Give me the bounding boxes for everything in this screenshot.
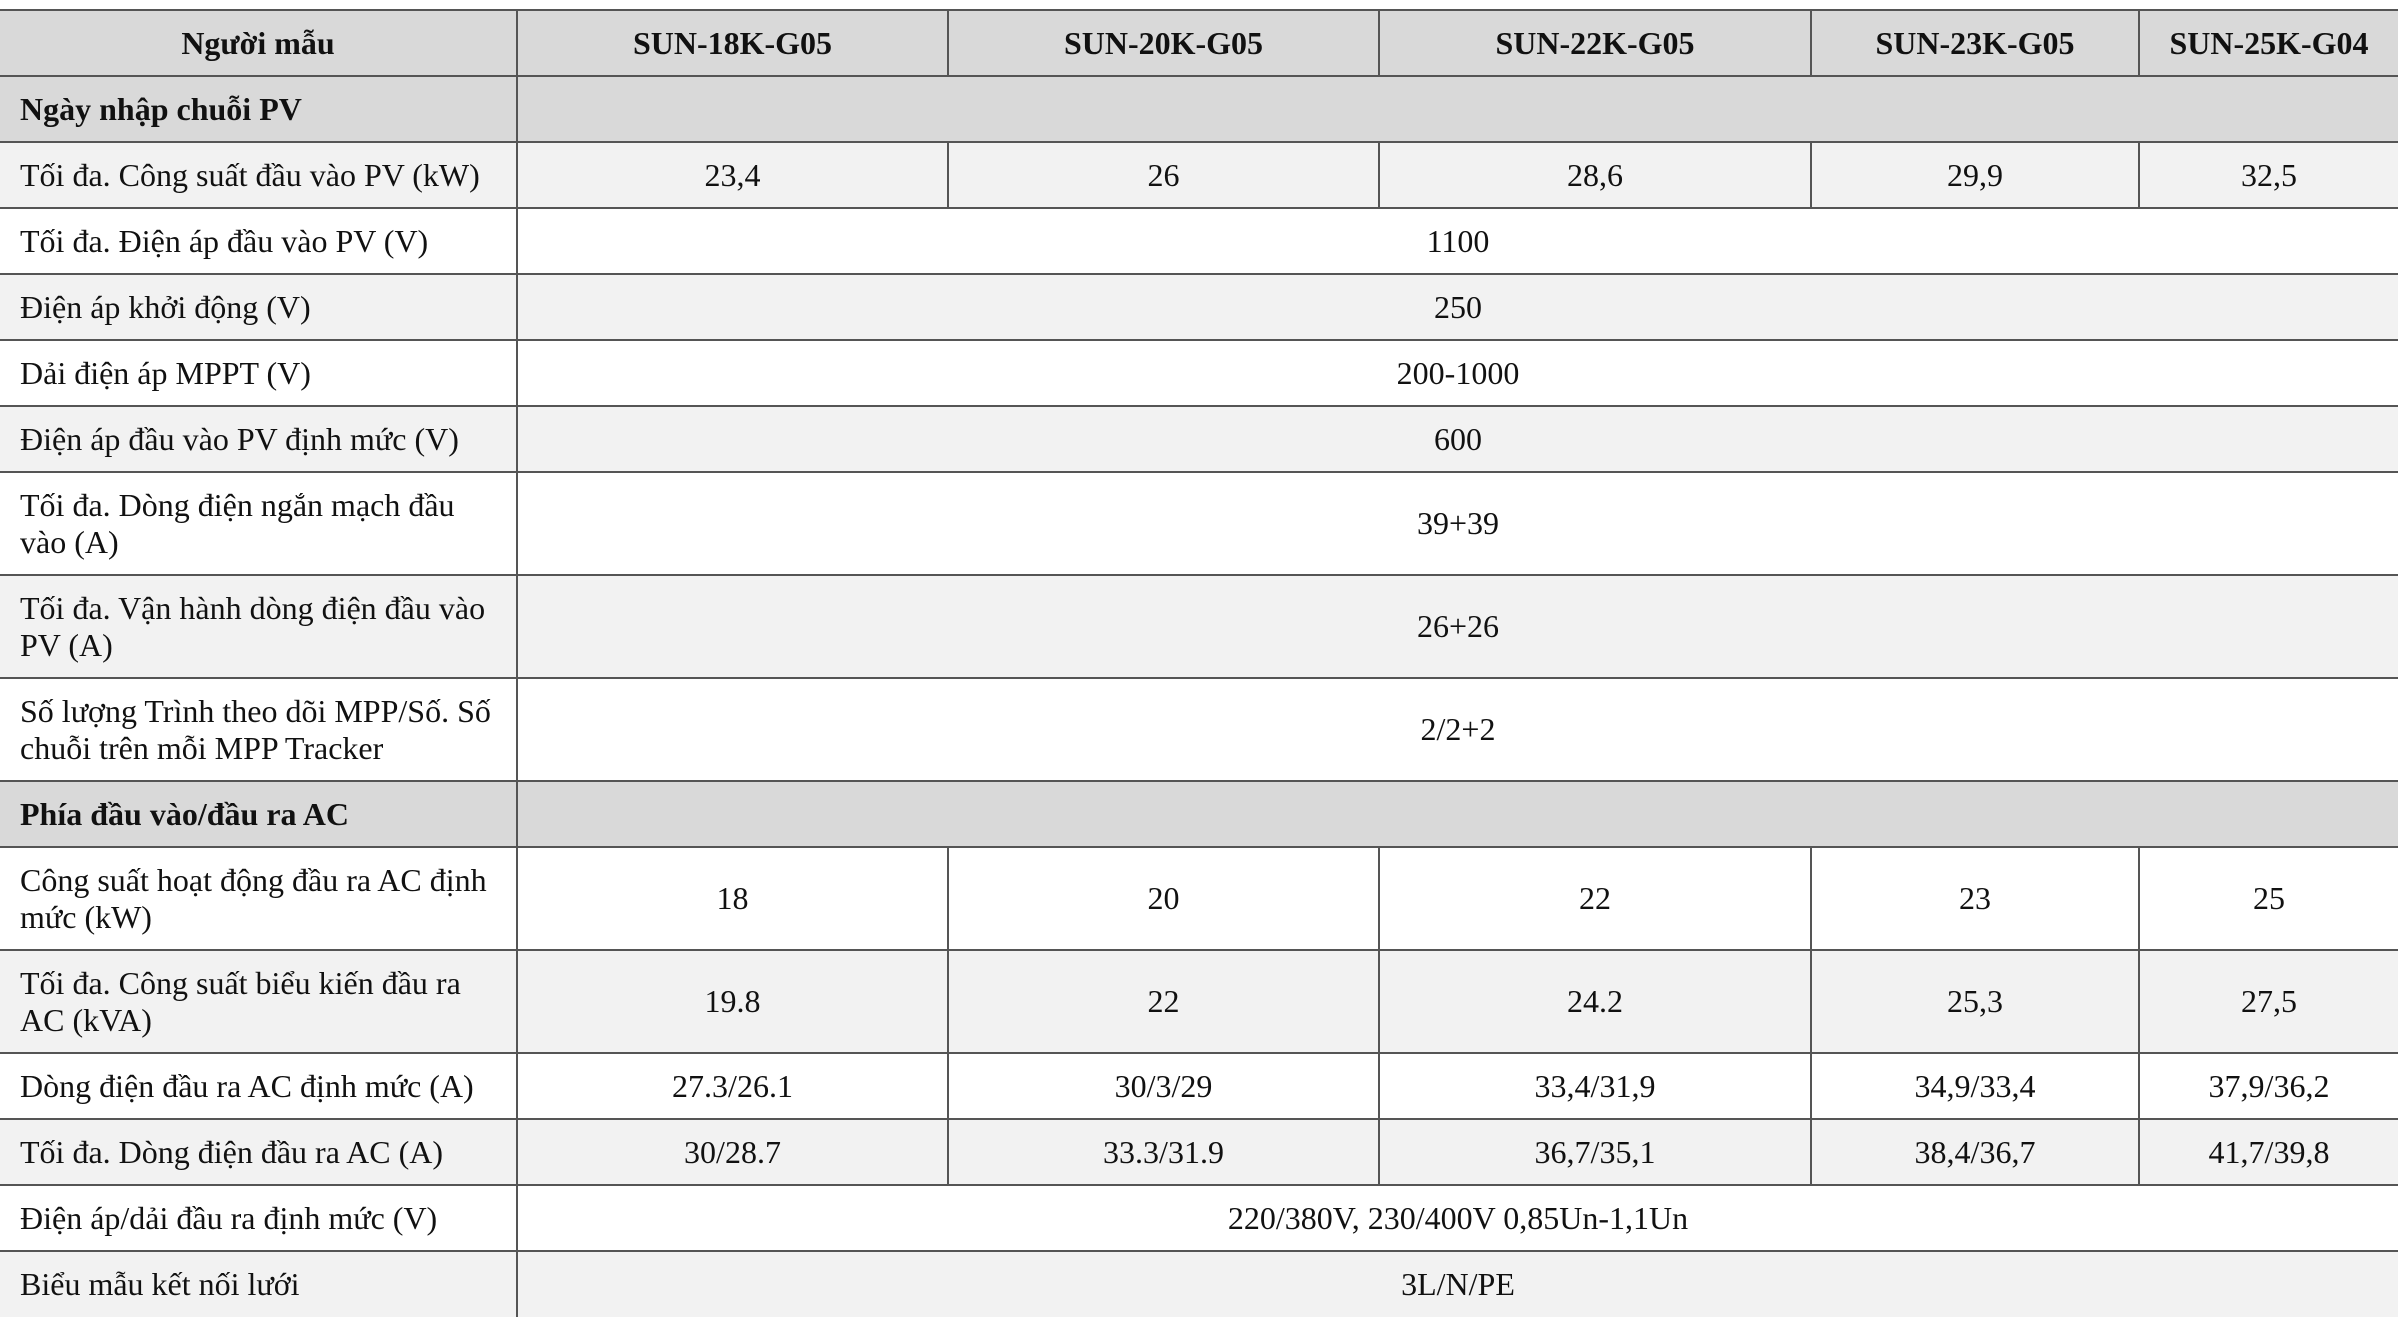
merged-cell-value: 1100: [516, 207, 2398, 275]
cell-value: 26: [947, 141, 1380, 209]
cell-value: 41,7/39,8: [2138, 1118, 2398, 1186]
merged-cell-value: 200-1000: [516, 339, 2398, 407]
spec-table: Người mẫu SUN-18K-G05 SUN-20K-G05 SUN-22…: [0, 9, 2398, 1317]
row-label: Dòng điện đầu ra AC định mức (A): [0, 1052, 518, 1120]
section-filler: [516, 75, 2398, 143]
section-header-pv-input: Ngày nhập chuỗi PV: [0, 75, 2398, 143]
cell-value: 22: [947, 949, 1380, 1054]
row-label: Điện áp/dải đầu ra định mức (V): [0, 1184, 518, 1252]
table-row: Công suất hoạt động đầu ra AC định mức (…: [0, 846, 2398, 951]
model-label-header: Người mẫu: [0, 9, 518, 77]
cell-value: 34,9/33,4: [1810, 1052, 2140, 1120]
cell-value: 24.2: [1378, 949, 1812, 1054]
row-label: Tối đa. Công suất biểu kiến đầu ra AC (k…: [0, 949, 518, 1054]
row-label: Điện áp khởi động (V): [0, 273, 518, 341]
table-row: Dải điện áp MPPT (V) 200-1000: [0, 339, 2398, 407]
cell-value: 29,9: [1810, 141, 2140, 209]
row-label: Số lượng Trình theo dõi MPP/Số. Số chuỗi…: [0, 677, 518, 782]
cell-value: 25: [2138, 846, 2398, 951]
cell-value: 30/3/29: [947, 1052, 1380, 1120]
section-filler: [516, 780, 2398, 848]
merged-cell-value: 26+26: [516, 574, 2398, 679]
row-label: Biểu mẫu kết nối lưới: [0, 1250, 518, 1317]
cell-value: 33,4/31,9: [1378, 1052, 1812, 1120]
model-header-sun-22k-g05: SUN-22K-G05: [1378, 9, 1812, 77]
cell-value: 38,4/36,7: [1810, 1118, 2140, 1186]
cell-value: 23: [1810, 846, 2140, 951]
cell-value: 28,6: [1378, 141, 1812, 209]
row-label: Tối đa. Dòng điện ngắn mạch đầu vào (A): [0, 471, 518, 576]
section-title: Ngày nhập chuỗi PV: [0, 75, 518, 143]
cell-value: 25,3: [1810, 949, 2140, 1054]
table-row: Tối đa. Công suất biểu kiến đầu ra AC (k…: [0, 949, 2398, 1054]
model-header-sun-23k-g05: SUN-23K-G05: [1810, 9, 2140, 77]
model-header-sun-18k-g05: SUN-18K-G05: [516, 9, 949, 77]
header-row: Người mẫu SUN-18K-G05 SUN-20K-G05 SUN-22…: [0, 9, 2398, 77]
merged-cell-value: 250: [516, 273, 2398, 341]
cell-value: 30/28.7: [516, 1118, 949, 1186]
table-row: Tối đa. Công suất đầu vào PV (kW) 23,4 2…: [0, 141, 2398, 209]
model-header-sun-25k-g04: SUN-25K-G04: [2138, 9, 2398, 77]
merged-cell-value: 600: [516, 405, 2398, 473]
row-label: Tối đa. Điện áp đầu vào PV (V): [0, 207, 518, 275]
table-row: Tối đa. Dòng điện đầu ra AC (A) 30/28.7 …: [0, 1118, 2398, 1186]
merged-cell-value: 39+39: [516, 471, 2398, 576]
row-label: Tối đa. Dòng điện đầu ra AC (A): [0, 1118, 518, 1186]
cell-value: 33.3/31.9: [947, 1118, 1380, 1186]
table-row: Điện áp đầu vào PV định mức (V) 600: [0, 405, 2398, 473]
cell-value: 27,5: [2138, 949, 2398, 1054]
table-row: Tối đa. Dòng điện ngắn mạch đầu vào (A) …: [0, 471, 2398, 576]
cell-value: 23,4: [516, 141, 949, 209]
table-row: Biểu mẫu kết nối lưới 3L/N/PE: [0, 1250, 2398, 1317]
row-label: Dải điện áp MPPT (V): [0, 339, 518, 407]
cell-value: 18: [516, 846, 949, 951]
cell-value: 22: [1378, 846, 1812, 951]
merged-cell-value: 220/380V, 230/400V 0,85Un-1,1Un: [516, 1184, 2398, 1252]
cell-value: 36,7/35,1: [1378, 1118, 1812, 1186]
cell-value: 37,9/36,2: [2138, 1052, 2398, 1120]
row-label: Điện áp đầu vào PV định mức (V): [0, 405, 518, 473]
merged-cell-value: 2/2+2: [516, 677, 2398, 782]
cell-value: 19.8: [516, 949, 949, 1054]
table-row: Điện áp/dải đầu ra định mức (V) 220/380V…: [0, 1184, 2398, 1252]
model-header-sun-20k-g05: SUN-20K-G05: [947, 9, 1380, 77]
table-row: Điện áp khởi động (V) 250: [0, 273, 2398, 341]
row-label: Công suất hoạt động đầu ra AC định mức (…: [0, 846, 518, 951]
cell-value: 32,5: [2138, 141, 2398, 209]
section-header-ac-io: Phía đầu vào/đầu ra AC: [0, 780, 2398, 848]
table-row: Dòng điện đầu ra AC định mức (A) 27.3/26…: [0, 1052, 2398, 1120]
row-label: Tối đa. Vận hành dòng điện đầu vào PV (A…: [0, 574, 518, 679]
cell-value: 27.3/26.1: [516, 1052, 949, 1120]
table-row: Tối đa. Điện áp đầu vào PV (V) 1100: [0, 207, 2398, 275]
merged-cell-value: 3L/N/PE: [516, 1250, 2398, 1317]
section-title: Phía đầu vào/đầu ra AC: [0, 780, 518, 848]
cell-value: 20: [947, 846, 1380, 951]
row-label: Tối đa. Công suất đầu vào PV (kW): [0, 141, 518, 209]
table-row: Tối đa. Vận hành dòng điện đầu vào PV (A…: [0, 574, 2398, 679]
table-row: Số lượng Trình theo dõi MPP/Số. Số chuỗi…: [0, 677, 2398, 782]
